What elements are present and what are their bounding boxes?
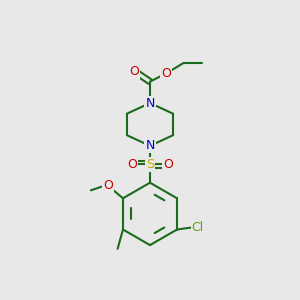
Text: O: O (163, 158, 173, 171)
Text: N: N (145, 139, 155, 152)
Text: O: O (127, 158, 137, 171)
Text: S: S (146, 158, 154, 171)
Text: Cl: Cl (192, 220, 204, 234)
Text: O: O (130, 65, 140, 78)
Text: N: N (145, 97, 155, 110)
Text: O: O (161, 67, 171, 80)
Text: O: O (103, 179, 113, 192)
